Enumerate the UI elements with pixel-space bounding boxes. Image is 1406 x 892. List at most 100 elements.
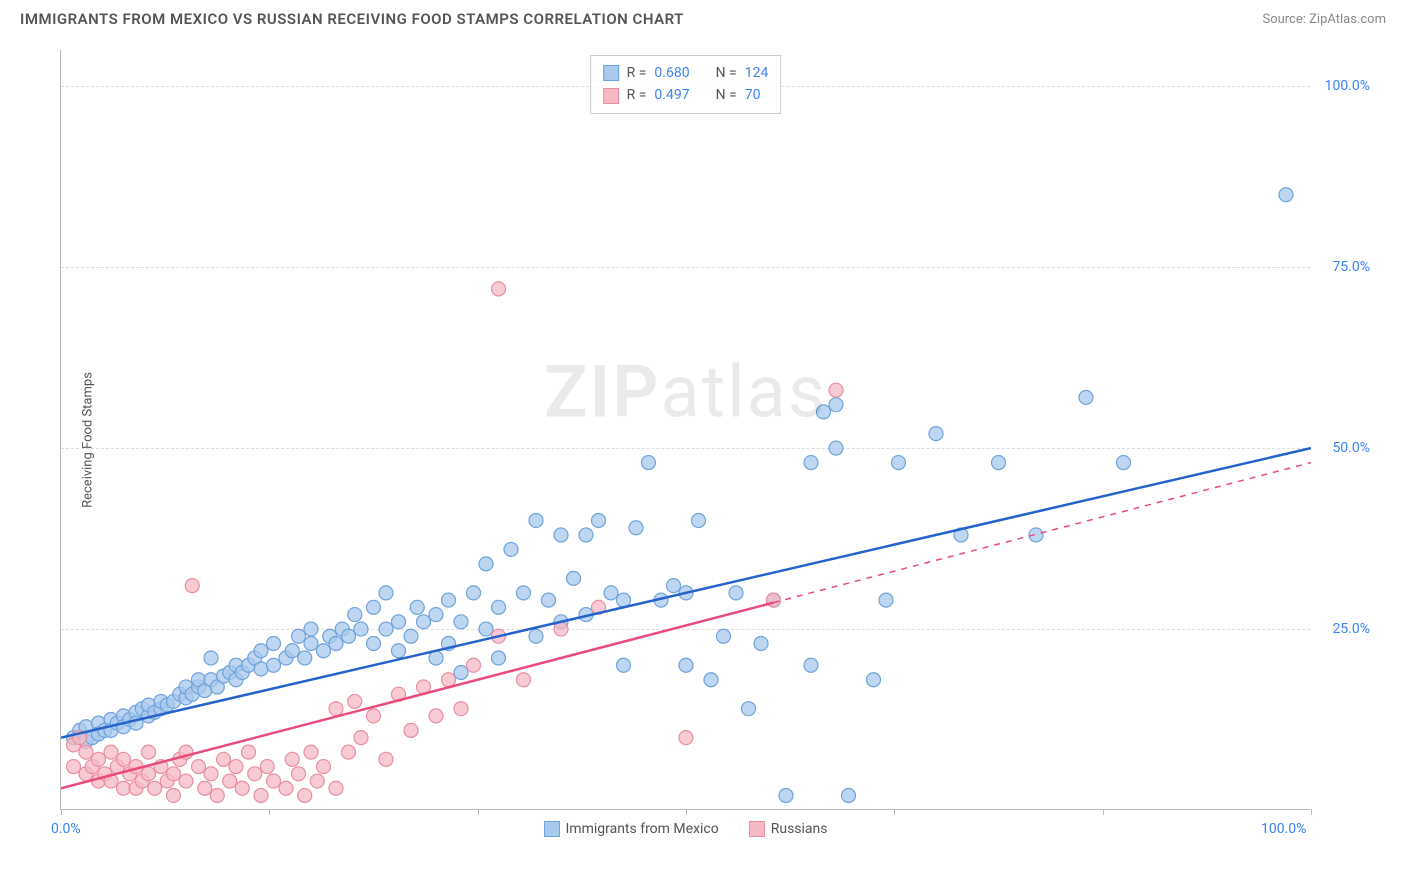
- scatter-point: [285, 752, 299, 766]
- legend-series-label-1: Russians: [771, 821, 828, 837]
- scatter-point: [692, 513, 706, 527]
- scatter-point: [479, 622, 493, 636]
- n-value-0: 124: [745, 62, 769, 84]
- scatter-point: [79, 745, 93, 759]
- scatter-point: [729, 586, 743, 600]
- scatter-svg: [61, 50, 1311, 810]
- r-value-1: 0.497: [654, 84, 689, 106]
- scatter-point: [317, 644, 331, 658]
- scatter-point: [304, 622, 318, 636]
- scatter-point: [348, 694, 362, 708]
- scatter-point: [267, 658, 281, 672]
- legend-series-item-0: Immigrants from Mexico: [543, 821, 718, 837]
- scatter-point: [992, 456, 1006, 470]
- scatter-point: [292, 629, 306, 643]
- y-tick-label: 25.0%: [1332, 621, 1370, 637]
- scatter-point: [754, 637, 768, 651]
- scatter-point: [679, 658, 693, 672]
- scatter-point: [267, 774, 281, 788]
- scatter-point: [492, 600, 506, 614]
- scatter-point: [804, 658, 818, 672]
- scatter-point: [367, 637, 381, 651]
- r-value-0: 0.680: [654, 62, 689, 84]
- scatter-point: [292, 767, 306, 781]
- scatter-point: [567, 571, 581, 585]
- scatter-point: [829, 441, 843, 455]
- scatter-point: [642, 456, 656, 470]
- scatter-point: [1117, 456, 1131, 470]
- scatter-point: [529, 629, 543, 643]
- scatter-point: [404, 629, 418, 643]
- scatter-point: [167, 789, 181, 803]
- scatter-point: [329, 702, 343, 716]
- scatter-point: [492, 651, 506, 665]
- trend-line: [61, 448, 1311, 738]
- scatter-point: [404, 723, 418, 737]
- scatter-point: [817, 405, 831, 419]
- scatter-point: [417, 615, 431, 629]
- scatter-point: [260, 760, 274, 774]
- scatter-point: [92, 752, 106, 766]
- scatter-point: [742, 702, 756, 716]
- legend-series: Immigrants from Mexico Russians: [543, 821, 827, 837]
- scatter-point: [117, 781, 131, 795]
- scatter-point: [704, 673, 718, 687]
- scatter-point: [592, 513, 606, 527]
- x-tick-label: 100.0%: [1261, 821, 1306, 837]
- scatter-point: [298, 789, 312, 803]
- x-tick-label: 0.0%: [51, 821, 81, 837]
- scatter-point: [267, 637, 281, 651]
- scatter-point: [617, 658, 631, 672]
- scatter-point: [310, 774, 324, 788]
- scatter-point: [879, 593, 893, 607]
- scatter-point: [442, 673, 456, 687]
- n-label: N =: [716, 62, 737, 84]
- scatter-point: [117, 752, 131, 766]
- scatter-point: [248, 767, 262, 781]
- legend-swatch-1: [603, 88, 619, 104]
- scatter-point: [354, 731, 368, 745]
- scatter-point: [454, 665, 468, 679]
- scatter-point: [1279, 188, 1293, 202]
- scatter-point: [829, 398, 843, 412]
- scatter-point: [379, 622, 393, 636]
- scatter-point: [342, 629, 356, 643]
- scatter-point: [229, 760, 243, 774]
- scatter-point: [467, 658, 481, 672]
- scatter-point: [223, 774, 237, 788]
- r-label: R =: [627, 62, 647, 84]
- y-tick-label: 100.0%: [1325, 78, 1370, 94]
- scatter-point: [579, 528, 593, 542]
- scatter-point: [429, 709, 443, 723]
- scatter-point: [529, 513, 543, 527]
- scatter-point: [254, 644, 268, 658]
- scatter-point: [342, 745, 356, 759]
- scatter-point: [454, 702, 468, 716]
- scatter-point: [329, 637, 343, 651]
- scatter-point: [517, 673, 531, 687]
- trend-line-extrapolated: [774, 463, 1312, 603]
- scatter-point: [348, 608, 362, 622]
- scatter-point: [192, 760, 206, 774]
- chart-container: Receiving Food Stamps ZIPatlas R = 0.680…: [60, 50, 1380, 830]
- scatter-point: [185, 579, 199, 593]
- plot-area: ZIPatlas R = 0.680 N = 124 R = 0.497 N =…: [60, 50, 1310, 810]
- scatter-point: [804, 456, 818, 470]
- y-tick-label: 75.0%: [1332, 259, 1370, 275]
- scatter-point: [842, 789, 856, 803]
- scatter-point: [242, 745, 256, 759]
- legend-series-swatch-0: [543, 821, 559, 837]
- scatter-point: [210, 789, 224, 803]
- scatter-point: [1079, 390, 1093, 404]
- scatter-point: [317, 760, 331, 774]
- scatter-point: [467, 586, 481, 600]
- scatter-point: [367, 600, 381, 614]
- scatter-point: [867, 673, 881, 687]
- scatter-point: [392, 644, 406, 658]
- scatter-point: [492, 282, 506, 296]
- scatter-point: [204, 767, 218, 781]
- legend-series-item-1: Russians: [749, 821, 828, 837]
- scatter-point: [679, 731, 693, 745]
- scatter-point: [379, 752, 393, 766]
- chart-title: IMMIGRANTS FROM MEXICO VS RUSSIAN RECEIV…: [20, 10, 684, 28]
